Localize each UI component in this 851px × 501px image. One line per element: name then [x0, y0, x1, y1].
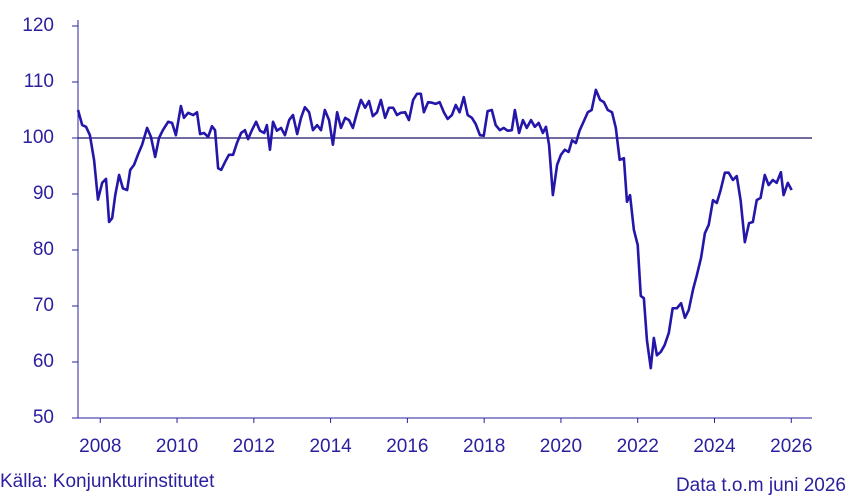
note: Data t.o.m juni 2026 [676, 475, 846, 496]
x-tick-label: 2022 [617, 436, 659, 457]
x-tick-label: 2012 [233, 436, 275, 457]
source: Källa: Konjunkturinstitutet [0, 471, 215, 492]
x-tick-label: 2010 [156, 436, 198, 457]
x-tick-label: 2024 [693, 436, 736, 457]
y-tick-label: 90 [33, 183, 54, 204]
x-tick-label: 2016 [386, 436, 428, 457]
y-tick-label: 60 [33, 351, 54, 372]
y-tick-label: 70 [33, 295, 54, 316]
x-tick-label: 2026 [770, 436, 812, 457]
x-tick-label: 2014 [309, 436, 352, 457]
x-tick-label: 2018 [463, 436, 505, 457]
x-tick-label: 2008 [79, 436, 121, 457]
data-line [76, 88, 793, 370]
y-tick-label: 50 [33, 407, 54, 428]
y-tick-label: 100 [22, 127, 54, 148]
y-tick-label: 80 [33, 239, 54, 260]
y-tick-label: 110 [24, 71, 54, 92]
x-tick-label: 2020 [540, 436, 582, 457]
y-tick-label: 120 [22, 15, 54, 36]
